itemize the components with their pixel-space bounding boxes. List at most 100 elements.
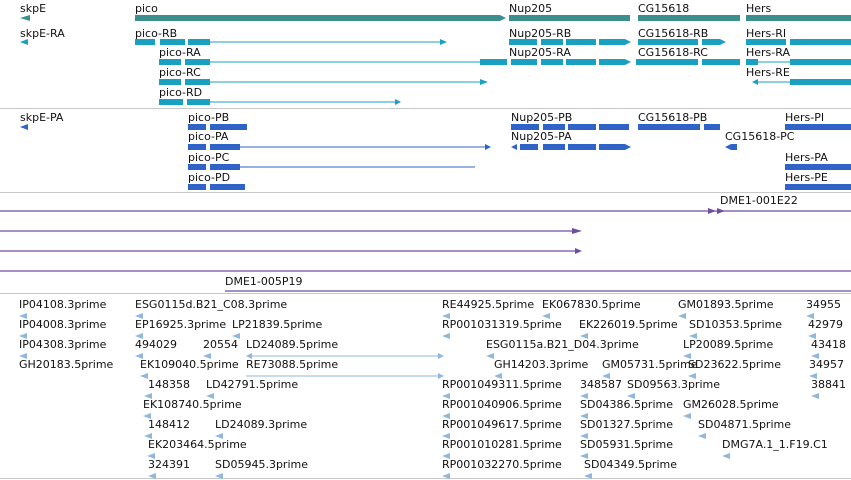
est-feature[interactable] <box>683 413 691 419</box>
est-label[interactable]: SD05931.5prime <box>580 438 673 451</box>
est-feature[interactable] <box>722 453 730 459</box>
est-label[interactable]: EK203464.5prime <box>148 438 247 451</box>
gene-label[interactable]: Nup205 <box>509 2 552 15</box>
est-label[interactable]: EK108740.5prime <box>143 398 242 411</box>
est-label[interactable]: 494029 <box>135 338 177 351</box>
est-label[interactable]: LP20089.5prime <box>683 338 774 351</box>
protein-feature[interactable] <box>725 144 737 150</box>
protein-feature[interactable] <box>188 144 491 150</box>
gene-label[interactable]: pico <box>135 2 158 15</box>
transcript-label[interactable]: CG15618-PB <box>638 111 707 124</box>
est-feature[interactable] <box>19 353 27 359</box>
est-feature[interactable] <box>203 353 211 359</box>
transcript-label[interactable]: pico-RA <box>159 46 201 59</box>
protein-feature[interactable] <box>785 184 851 190</box>
est-label[interactable]: 20554 <box>203 338 238 351</box>
est-feature[interactable] <box>580 393 588 399</box>
transcript-label[interactable]: CG15618-RC <box>638 46 708 59</box>
est-label[interactable]: RE44925.5prime <box>442 298 534 311</box>
est-label[interactable]: 348587 <box>580 378 622 391</box>
protein-feature[interactable] <box>511 144 631 150</box>
transcript-feature[interactable] <box>159 99 401 105</box>
est-label[interactable]: IP04108.3prime <box>19 298 107 311</box>
gene-label[interactable]: skpE <box>20 2 46 15</box>
est-label[interactable]: GM26028.5prime <box>683 398 779 411</box>
transcript-label[interactable]: Nup205-RB <box>509 27 571 40</box>
est-feature[interactable] <box>806 313 814 319</box>
protein-feature[interactable] <box>511 124 629 130</box>
transcript-feature[interactable] <box>638 39 726 45</box>
gene-feature[interactable] <box>746 15 851 21</box>
est-label[interactable]: IP04008.3prime <box>19 318 107 331</box>
transcript-feature[interactable] <box>752 79 851 85</box>
est-feature[interactable] <box>688 373 696 379</box>
est-feature[interactable] <box>147 453 155 459</box>
est-label[interactable]: 43418 <box>811 338 846 351</box>
est-label[interactable]: RE73088.5prime <box>246 358 338 371</box>
est-label[interactable]: GH14203.3prime <box>494 358 589 371</box>
protein-feature[interactable] <box>20 124 28 130</box>
transcript-label[interactable]: pico-PB <box>188 111 229 124</box>
est-feature[interactable] <box>215 433 223 439</box>
est-feature[interactable] <box>808 333 816 339</box>
protein-feature[interactable] <box>785 124 851 130</box>
est-feature[interactable] <box>135 353 143 359</box>
est-label[interactable]: GM05731.5prime <box>602 358 698 371</box>
transcript-label[interactable]: Hers-PA <box>785 151 828 164</box>
est-feature[interactable] <box>811 393 819 399</box>
transcript-label[interactable]: Hers-RA <box>746 46 790 59</box>
est-feature[interactable] <box>442 433 450 439</box>
transcript-label[interactable]: pico-PD <box>188 171 230 184</box>
est-feature[interactable] <box>683 353 691 359</box>
transcript-feature[interactable] <box>636 59 740 65</box>
est-feature[interactable] <box>580 453 588 459</box>
transcript-label[interactable]: Hers-RE <box>746 66 790 79</box>
transcript-label[interactable]: pico-RB <box>135 27 177 40</box>
est-feature[interactable] <box>689 333 697 339</box>
transcript-label[interactable]: pico-RC <box>159 66 201 79</box>
est-label[interactable]: GH20183.5prime <box>19 358 114 371</box>
est-feature[interactable] <box>206 393 214 399</box>
protein-feature[interactable] <box>188 124 247 130</box>
gene-feature[interactable] <box>20 15 30 21</box>
est-label[interactable]: EK226019.5prime <box>579 318 678 331</box>
transcript-label[interactable]: Nup205-RA <box>509 46 571 59</box>
est-feature[interactable] <box>442 333 450 339</box>
est-label[interactable]: 42979 <box>808 318 843 331</box>
transcript-label[interactable]: pico-PA <box>188 130 229 143</box>
est-feature[interactable] <box>442 393 450 399</box>
est-label[interactable]: DMG7A.1_1.F19.C1 <box>722 438 828 451</box>
est-label[interactable]: RP001040906.5prime <box>442 398 562 411</box>
est-label[interactable]: SD04871.5prime <box>698 418 791 431</box>
est-feature[interactable] <box>580 433 588 439</box>
est-feature[interactable] <box>580 413 588 419</box>
transcript-label[interactable]: CG15618-PC <box>725 130 795 143</box>
transcript-label[interactable]: skpE-PA <box>20 111 64 124</box>
transcript-label[interactable]: Hers-PI <box>785 111 824 124</box>
clone-label[interactable]: DME1-005P19 <box>225 275 303 288</box>
est-label[interactable]: RP001010281.5prime <box>442 438 562 451</box>
gene-feature[interactable] <box>638 15 740 21</box>
est-feature[interactable] <box>580 333 588 339</box>
est-feature[interactable] <box>246 353 444 359</box>
est-label[interactable]: RP001031319.5prime <box>442 318 562 331</box>
est-label[interactable]: 148412 <box>148 418 190 431</box>
est-feature[interactable] <box>144 433 152 439</box>
est-label[interactable]: EK067830.5prime <box>542 298 641 311</box>
est-feature[interactable] <box>542 313 550 319</box>
est-label[interactable]: SD04349.5prime <box>584 458 677 471</box>
est-feature[interactable] <box>811 353 819 359</box>
est-feature[interactable] <box>678 313 686 319</box>
est-feature[interactable] <box>19 313 27 319</box>
est-feature[interactable] <box>215 473 223 479</box>
est-feature[interactable] <box>442 473 450 479</box>
est-label[interactable]: IP04308.3prime <box>19 338 107 351</box>
transcript-label[interactable]: pico-PC <box>188 151 230 164</box>
transcript-feature[interactable] <box>746 39 851 45</box>
transcript-feature[interactable] <box>746 59 851 65</box>
est-label[interactable]: LD42791.5prime <box>206 378 298 391</box>
est-feature[interactable] <box>627 393 635 399</box>
est-feature[interactable] <box>135 313 143 319</box>
protein-feature[interactable] <box>638 124 720 130</box>
est-feature[interactable] <box>19 333 27 339</box>
